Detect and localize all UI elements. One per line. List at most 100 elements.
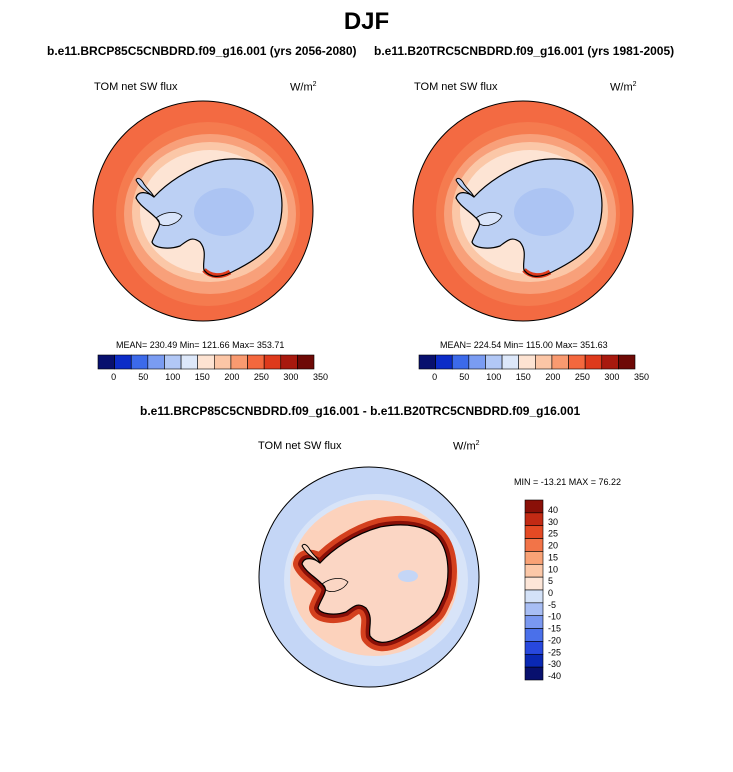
colorbar-box <box>524 525 544 539</box>
colorbar-box <box>164 354 182 370</box>
colorbar-box <box>147 354 165 370</box>
panel1-units-label: W/m2 <box>290 81 317 94</box>
colorbar-tick-label: -15 <box>548 624 561 634</box>
ice-sheet-field <box>302 524 448 643</box>
colorbar-box <box>618 354 636 370</box>
panel2-colorbar: 0 50 100 150 200 250 300 350 <box>418 354 649 382</box>
colorbar-tick-label: 15 <box>548 552 558 562</box>
colorbar-box <box>568 354 586 370</box>
colorbar-tick-label: 20 <box>548 541 558 551</box>
colorbar-box <box>524 576 544 591</box>
ice-shelf-coastline <box>155 212 183 226</box>
colorbar-tick-label: 150 <box>516 372 531 382</box>
colorbar-box <box>524 602 544 617</box>
colorbar-box <box>601 354 619 370</box>
colorbar-tick-label: 350 <box>313 372 328 382</box>
colorbar-box <box>451 354 470 370</box>
colorbar-box <box>524 666 544 681</box>
colorbar-box <box>524 551 544 565</box>
colorbar-tick-label: -40 <box>548 671 561 681</box>
colorbar-box <box>197 354 215 370</box>
panel1-stats: MEAN= 230.49 Min= 121.66 Max= 353.71 <box>116 340 285 350</box>
colorbar-box <box>524 615 544 629</box>
diff-title: b.e11.BRCP85C5CNBDRD.f09_g16.001 - b.e11… <box>140 404 581 418</box>
colorbar-tick-label: 100 <box>165 372 180 382</box>
panel2-variable-label: TOM net SW flux <box>414 81 498 93</box>
ice-shelf-field <box>156 212 182 226</box>
colorbar-box <box>524 563 544 578</box>
colorbar-tick-label: 300 <box>604 372 619 382</box>
colorbar-box <box>247 354 265 370</box>
colorbar-box <box>535 354 553 370</box>
colorbar-box <box>485 354 503 370</box>
colorbar-box <box>551 354 569 370</box>
map-boundary <box>412 100 634 322</box>
colorbar-tick-label: 250 <box>575 372 590 382</box>
colorbar-box <box>524 512 544 527</box>
plateau-field <box>514 188 574 236</box>
colorbar-box <box>214 354 232 370</box>
figure-title: DJF <box>343 8 390 35</box>
colorbar-box <box>280 354 298 370</box>
ice-shelf-coastline <box>321 578 349 592</box>
diff-stats: MIN = -13.21 MAX = 76.22 <box>514 477 622 487</box>
map-boundary <box>92 100 314 322</box>
ice-shelf-field <box>476 212 502 226</box>
colorbar-box <box>524 589 544 604</box>
colorbar-box <box>97 354 115 370</box>
colorbar-tick-label: -20 <box>548 635 561 645</box>
colorbar-box <box>524 641 544 655</box>
colorbar-box <box>584 354 603 370</box>
diff-units-label: W/m2 <box>453 440 480 453</box>
colorbar-tick-label: 40 <box>548 505 558 515</box>
colorbar-box <box>518 354 536 370</box>
panel1-map <box>92 100 314 322</box>
colorbar-tick-label: -5 <box>548 600 556 610</box>
colorbar-box <box>435 354 453 370</box>
colorbar-tick-label: 200 <box>545 372 560 382</box>
colorbar-tick-label: 150 <box>195 372 210 382</box>
colorbar-tick-label: 50 <box>459 372 469 382</box>
panel2-map <box>412 100 634 322</box>
panel2-stats: MEAN= 224.54 Min= 115.00 Max= 351.63 <box>440 340 608 350</box>
ice-shelf-coastline <box>475 212 503 226</box>
colorbar-tick-label: 300 <box>283 372 298 382</box>
colorbar-tick-label: 200 <box>224 372 239 382</box>
peninsula-coastline <box>455 177 475 198</box>
interior-decrease-patch <box>398 570 418 582</box>
colorbar-tick-label: 100 <box>486 372 501 382</box>
colorbar-tick-label: 0 <box>111 372 116 382</box>
colorbar-tick-label: 0 <box>548 588 553 598</box>
colorbar-tick-label: -25 <box>548 647 561 657</box>
colorbar-tick-label: 50 <box>138 372 148 382</box>
colorbar-tick-label: 30 <box>548 517 558 527</box>
colorbar-tick-label: 10 <box>548 564 558 574</box>
colorbar-box <box>524 653 544 668</box>
colorbar-tick-label: -10 <box>548 612 561 622</box>
colorbar-box <box>501 354 519 370</box>
colorbar-box <box>468 354 486 370</box>
colorbar-box <box>230 354 248 370</box>
panel1-title: b.e11.BRCP85C5CNBDRD.f09_g16.001 (yrs 20… <box>47 44 357 58</box>
colorbar-box <box>524 538 544 552</box>
peninsula-coastline <box>301 543 321 564</box>
colorbar-tick-label: 350 <box>634 372 649 382</box>
colorbar-box <box>114 354 132 370</box>
diff-map <box>258 466 480 688</box>
colorbar-box <box>418 354 436 370</box>
colorbar-tick-label: 5 <box>548 576 553 586</box>
colorbar-tick-label: 0 <box>432 372 437 382</box>
colorbar-tick-label: -30 <box>548 659 561 669</box>
panel1-colorbar: 0 50 100 150 200 250 300 350 <box>97 354 328 382</box>
colorbar-box <box>130 354 149 370</box>
colorbar-box <box>524 499 544 514</box>
colorbar-tick-label: 25 <box>548 529 558 539</box>
plateau-field <box>194 188 254 236</box>
panel2-title: b.e11.B20TRC5CNBDRD.f09_g16.001 (yrs 198… <box>374 44 675 58</box>
map-boundary <box>258 466 480 688</box>
colorbar-tick-label: 250 <box>254 372 269 382</box>
panel1-variable-label: TOM net SW flux <box>94 81 178 93</box>
diff-variable-label: TOM net SW flux <box>258 440 342 452</box>
colorbar-box <box>263 354 282 370</box>
